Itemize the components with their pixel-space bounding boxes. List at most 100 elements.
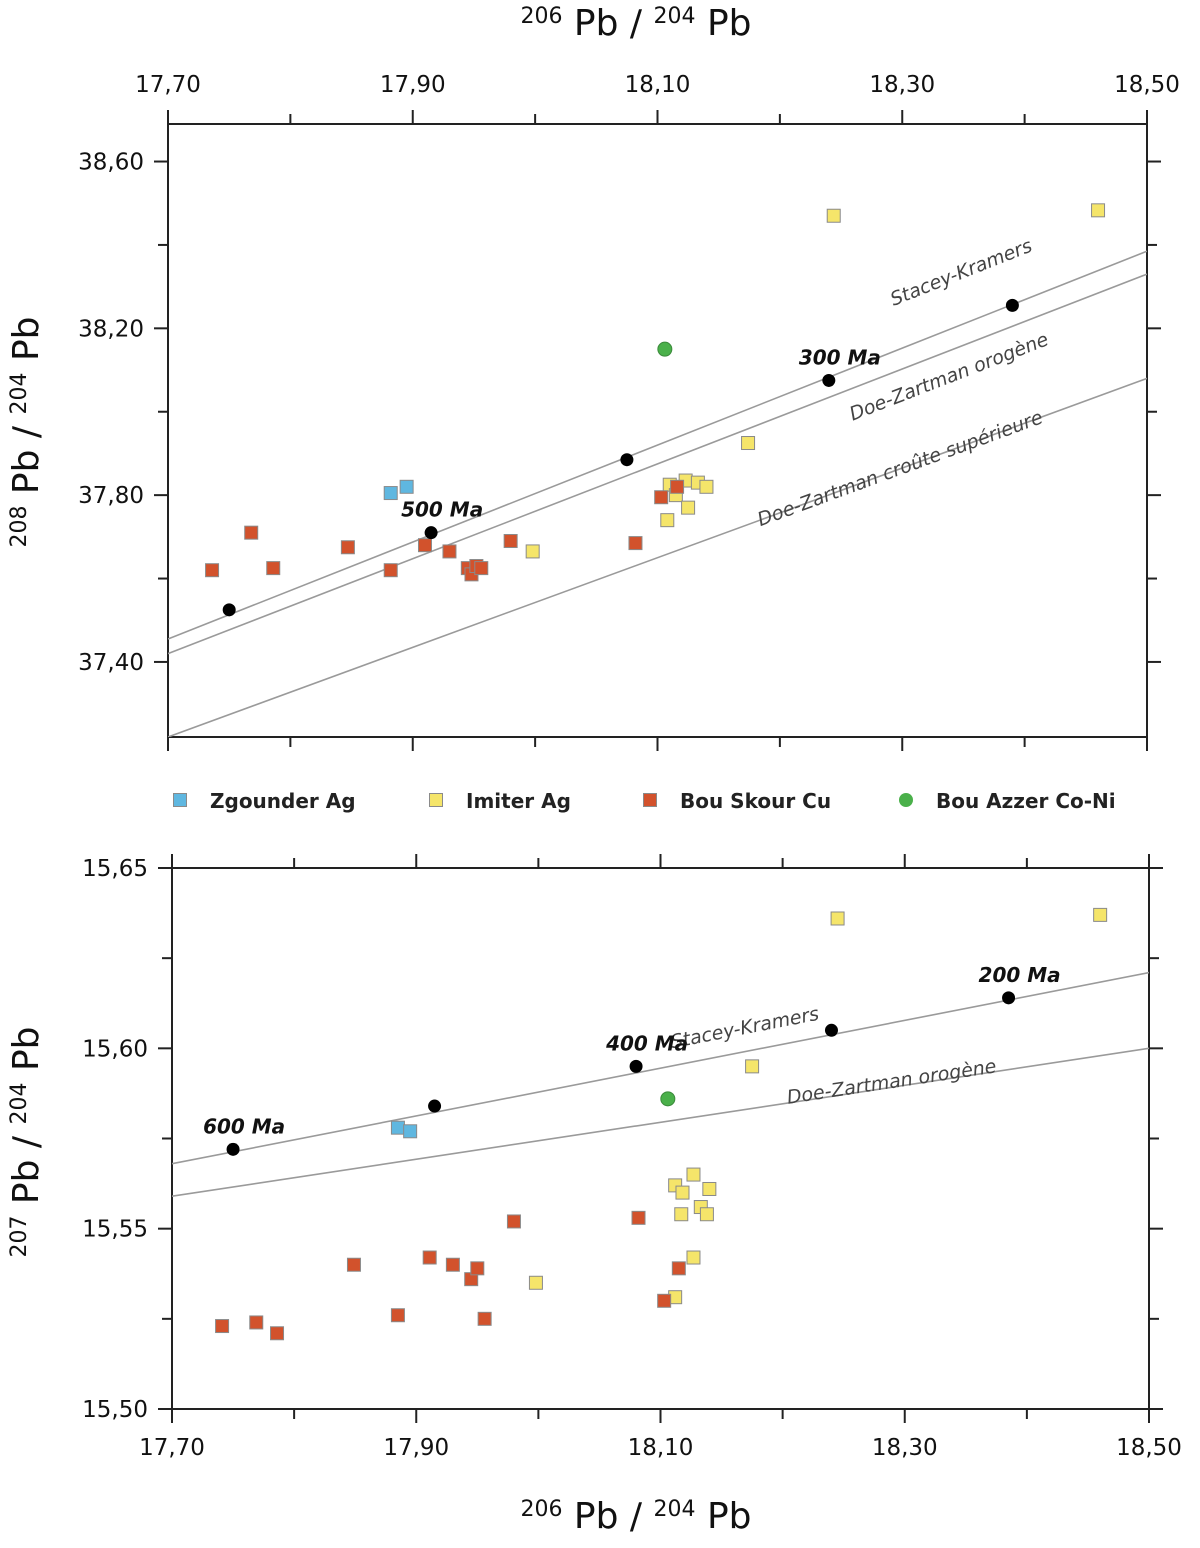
data-point-imiter: [745, 1059, 760, 1074]
data-point-imiter: [830, 911, 845, 926]
curve-label: Doe-Zartman croûte supérieure: [755, 406, 1046, 531]
data-point-imiter: [674, 1207, 689, 1222]
x-tick-label: 17,90: [383, 1435, 449, 1461]
data-point-bou-skour: [215, 1319, 230, 1334]
curve-label: Doe-Zartman orogène: [846, 328, 1051, 425]
model-age-point: [424, 526, 438, 540]
x-tick-label: 18,30: [872, 1435, 938, 1461]
data-point-imiter: [525, 544, 540, 559]
x-tick-label: 17,70: [135, 72, 201, 98]
legend-label: Zgounder Ag: [210, 789, 356, 813]
age-label: 200 Ma: [979, 963, 1061, 987]
curve-line: [168, 273, 1147, 655]
curve-line: [172, 971, 1149, 1165]
plot-frame: [171, 867, 1150, 1410]
legend-label: Imiter Ag: [466, 789, 571, 813]
model-age-point: [222, 603, 236, 617]
model-age-point: [824, 1023, 838, 1037]
data-point-bou-azzer: [657, 341, 673, 357]
x-tick-label: 17,90: [380, 72, 446, 98]
data-point-bou-skour: [266, 561, 281, 576]
legend-marker-square: [173, 793, 187, 807]
data-point-zgounder: [403, 1124, 418, 1139]
data-point-imiter: [699, 479, 714, 494]
model-age-point: [1005, 298, 1019, 312]
x-axis-title: 206 Pb / 204 Pb: [520, 1496, 751, 1537]
data-point-bou-skour: [422, 1250, 437, 1265]
data-point-bou-skour: [654, 490, 669, 505]
data-point-imiter: [699, 1207, 714, 1222]
data-point-imiter: [702, 1181, 717, 1196]
data-point-imiter: [660, 513, 675, 528]
y-tick-label: 15,65: [82, 856, 148, 882]
data-point-imiter: [686, 1250, 701, 1265]
x-tick-label: 18,50: [1116, 1435, 1182, 1461]
data-point-bou-skour: [670, 479, 685, 494]
data-point-imiter: [675, 1185, 690, 1200]
data-point-bou-skour: [417, 538, 432, 553]
data-point-imiter: [686, 1167, 701, 1182]
age-label: 400 Ma: [605, 1031, 688, 1055]
model-age-point: [428, 1099, 442, 1113]
y-tick-label: 15,60: [82, 1036, 148, 1062]
model-age-point: [629, 1059, 643, 1073]
data-point-bou-skour: [390, 1308, 405, 1323]
curve-label: Stacey-Kramers: [669, 1003, 821, 1054]
legend-label: Bou Azzer Co-Ni: [936, 789, 1116, 813]
data-point-bou-skour: [470, 1261, 485, 1276]
data-point-bou-skour: [205, 563, 220, 578]
data-point-imiter: [1091, 203, 1106, 218]
age-label: 500 Ma: [401, 498, 483, 522]
reference-curves: [168, 250, 1147, 737]
legend-marker-square: [429, 793, 443, 807]
data-point-bou-skour: [657, 1293, 672, 1308]
legend: Zgounder Ag Imiter Ag Bou Skour Cu Bou Azze…: [173, 789, 1116, 813]
curve-line: [172, 1047, 1149, 1197]
y-tick-label: 15,55: [82, 1217, 148, 1243]
data-point-imiter: [528, 1275, 543, 1290]
y-tick-label: 38,60: [78, 150, 144, 176]
age-label: 600 Ma: [203, 1114, 285, 1138]
data-point-bou-skour: [383, 563, 398, 578]
age-label: 300 Ma: [799, 345, 881, 369]
x-tick-label: 18,30: [869, 72, 935, 98]
data-point-bou-skour: [340, 540, 355, 555]
data-point-bou-skour: [270, 1326, 285, 1341]
reference-curves: [172, 971, 1149, 1197]
y-axis-title: 208 Pb / 204 Pb: [6, 316, 47, 547]
data-point-bou-skour: [671, 1261, 686, 1276]
chart-207pb-204pb: 17,70 17,90 18,10 18,30 18,50 15,50 15,55 15,60…: [6, 854, 1182, 1537]
x-tick-label: 17,70: [139, 1435, 205, 1461]
data-point-imiter: [741, 436, 756, 451]
data-point-zgounder: [399, 479, 414, 494]
y-tick-label: 38,20: [78, 316, 144, 342]
data-point-bou-skour: [244, 525, 259, 540]
x-tick-label: 18,10: [628, 1435, 694, 1461]
chart-208pb-204pb: 17,70 17,90 18,10 18,30 18,50 37,40 37,80 38,20…: [6, 3, 1180, 751]
data-point-bou-skour: [442, 544, 457, 559]
x-tick-label: 18,10: [625, 72, 691, 98]
data-point-bou-skour: [477, 1311, 492, 1326]
data-point-imiter: [1093, 907, 1108, 922]
data-point-bou-skour: [503, 534, 518, 549]
y-tick-label: 37,80: [78, 483, 144, 509]
data-point-bou-skour: [249, 1315, 264, 1330]
data-point-bou-skour: [631, 1210, 646, 1225]
model-age-point: [822, 373, 836, 387]
curve-line: [168, 250, 1147, 640]
curve-label: Doe-Zartman orogène: [785, 1055, 997, 1108]
legend-label: Bou Skour Cu: [680, 789, 831, 813]
data-point-zgounder: [383, 486, 398, 501]
legend-marker-square: [643, 793, 657, 807]
model-age-point: [1002, 991, 1016, 1005]
data-point-bou-skour: [474, 561, 489, 576]
y-tick-label: 15,50: [82, 1397, 148, 1423]
model-age-point: [620, 453, 634, 467]
data-point-bou-skour: [346, 1257, 361, 1272]
x-axis-title: 206 Pb / 204 Pb: [520, 3, 751, 44]
y-axis-title: 207 Pb / 204 Pb: [6, 1026, 47, 1257]
legend-marker-circle: [899, 793, 913, 807]
data-point-bou-skour: [628, 536, 643, 551]
data-point-imiter: [826, 208, 841, 223]
